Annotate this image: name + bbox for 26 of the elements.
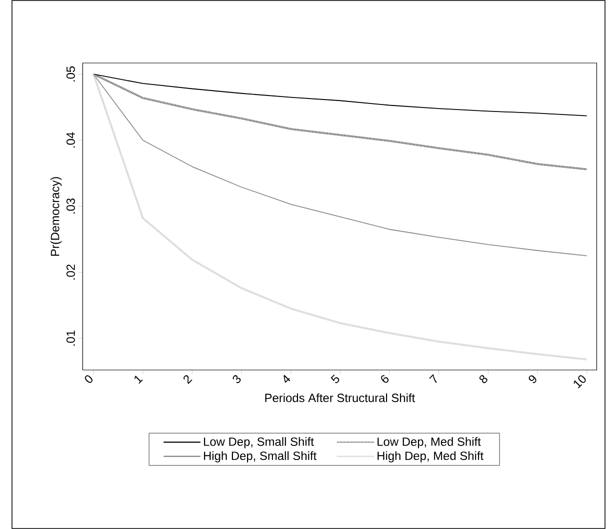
x-tick-label: 0 xyxy=(84,375,92,383)
x-tick-label: 7 xyxy=(429,374,437,383)
x-tick-label: 10 xyxy=(574,375,586,388)
y-tick-label: .05 xyxy=(66,66,75,82)
y-axis-title: Pr(Democracy) xyxy=(50,177,62,256)
x-tick-label: 1 xyxy=(134,376,143,384)
y-tick-label: .01 xyxy=(66,330,75,346)
x-tick-label: 8 xyxy=(479,375,488,384)
line-series xyxy=(93,74,588,256)
x-tick-label: 5 xyxy=(330,374,340,384)
legend-label: Low Dep, Small Shift xyxy=(204,437,314,448)
x-axis-title: Periods After Structural Shift xyxy=(265,393,416,402)
x-tick-label: 2 xyxy=(184,375,192,384)
y-tick-label: .02 xyxy=(66,264,75,280)
line-series xyxy=(92,73,588,170)
x-tick-label: 4 xyxy=(284,374,290,383)
legend-label: Low Dep, Med Shift xyxy=(378,437,481,448)
x-tick-label: 9 xyxy=(528,375,536,384)
x-tick-label: 6 xyxy=(381,375,389,383)
line-series xyxy=(92,73,588,360)
line-series xyxy=(93,74,588,116)
legend-label: High Dep, Med Shift xyxy=(378,451,484,462)
y-tick-label: .04 xyxy=(66,132,75,148)
y-tick-label: .03 xyxy=(66,198,75,214)
legend-label: High Dep, Small Shift xyxy=(204,451,317,462)
x-tick-label: 3 xyxy=(232,375,241,384)
